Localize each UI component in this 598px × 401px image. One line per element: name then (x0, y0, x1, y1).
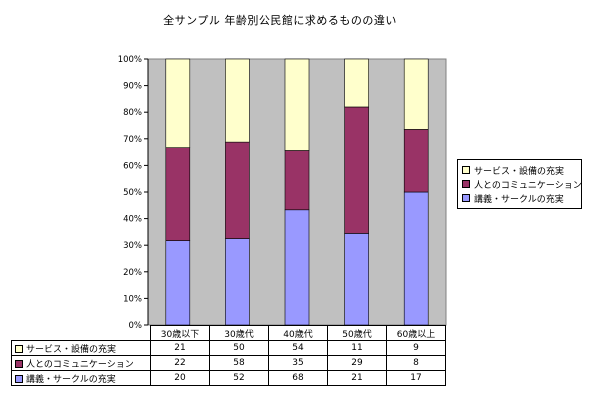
row-label-lecture: 講義・サークルの充実 (26, 374, 116, 385)
y-tick-label: 100% (118, 55, 142, 65)
table-cell: 58 (209, 355, 269, 371)
chart-title: 全サンプル 年齢別公民館に求めるものの違い (163, 14, 397, 27)
table-row-label: 人とのコミュニケーション (11, 355, 151, 371)
bar-segment (225, 238, 250, 326)
table-cell: 54 (268, 340, 328, 356)
bar-segment (403, 58, 429, 130)
bar-segment (403, 129, 429, 193)
table-cell: 20 (150, 370, 210, 386)
bar-segment (165, 240, 191, 326)
y-tick-label: 20% (123, 268, 142, 278)
legend-swatch-lecture (462, 194, 470, 202)
table-col-header: 40歳代 (268, 325, 328, 341)
y-tick-label: 60% (123, 161, 142, 171)
table-header-row: 30歳以下 30歳代 40歳代 50歳代 60歳以上 (11, 325, 446, 341)
bar-segment (403, 191, 429, 326)
y-tick-label: 50% (123, 188, 142, 198)
bar-segment (165, 58, 191, 148)
table-cell: 21 (327, 370, 387, 386)
table-corner (11, 325, 151, 341)
table-cell: 35 (268, 355, 328, 371)
row-swatch-service (15, 345, 23, 353)
table-col-header: 60歳以上 (386, 325, 446, 341)
table-cell: 52 (209, 370, 269, 386)
bar-segment (344, 58, 369, 108)
bar-segment (344, 233, 369, 326)
legend-item-lecture: 講義・サークルの充実 (462, 191, 577, 205)
table-cell: 9 (386, 340, 446, 356)
y-tick-label: 80% (123, 108, 142, 118)
table-row-label: 講義・サークルの充実 (11, 370, 151, 386)
y-tick-label: 30% (123, 241, 142, 251)
table-cell: 29 (327, 355, 387, 371)
table-col-header: 50歳代 (327, 325, 387, 341)
bar-segment (284, 150, 310, 211)
y-tick-label: 70% (123, 135, 142, 145)
legend-item-communication: 人とのコミュニケーション (462, 177, 582, 191)
y-tick-label: 10% (123, 294, 142, 304)
table-cell: 11 (327, 340, 387, 356)
legend-swatch-communication (462, 180, 470, 188)
chart-legend: サービス・設備の充実 人とのコミュニケーション 講義・サークルの充実 (457, 159, 582, 209)
bar-segment (225, 141, 250, 239)
table-row-communication: 人とのコミュニケーション 22 58 35 29 8 (11, 355, 446, 371)
legend-label-service: サービス・設備の充実 (474, 166, 565, 177)
y-tick-label: 90% (123, 82, 142, 92)
legend-label-communication: 人とのコミュニケーション (474, 180, 582, 191)
table-cell: 50 (209, 340, 269, 356)
table-cell: 22 (150, 355, 210, 371)
bar-segment (165, 147, 191, 241)
table-cell: 8 (386, 355, 446, 371)
table-col-header: 30歳以下 (150, 325, 210, 341)
legend-swatch-service (462, 166, 470, 174)
table-cell: 68 (268, 370, 328, 386)
data-table: 30歳以下 30歳代 40歳代 50歳代 60歳以上 サービス・設備の充実 21… (11, 325, 446, 386)
row-swatch-communication (15, 360, 23, 368)
bar-segment (284, 209, 310, 326)
table-cell: 21 (150, 340, 210, 356)
table-row-lecture: 講義・サークルの充実 20 52 68 21 17 (11, 370, 446, 386)
table-row-service: サービス・設備の充実 21 50 54 11 9 (11, 340, 446, 356)
row-swatch-lecture (15, 375, 23, 383)
table-col-header: 30歳代 (209, 325, 269, 341)
row-label-communication: 人とのコミュニケーション (26, 359, 134, 370)
table-cell: 17 (386, 370, 446, 386)
legend-item-service: サービス・設備の充実 (462, 163, 577, 177)
bar-segment (284, 58, 310, 151)
table-row-label: サービス・設備の充実 (11, 340, 151, 356)
bar-segment (225, 58, 250, 143)
legend-label-lecture: 講義・サークルの充実 (474, 194, 564, 205)
bar-segment (344, 106, 369, 234)
row-label-service: サービス・設備の充実 (26, 344, 117, 355)
y-tick-label: 40% (123, 215, 142, 225)
